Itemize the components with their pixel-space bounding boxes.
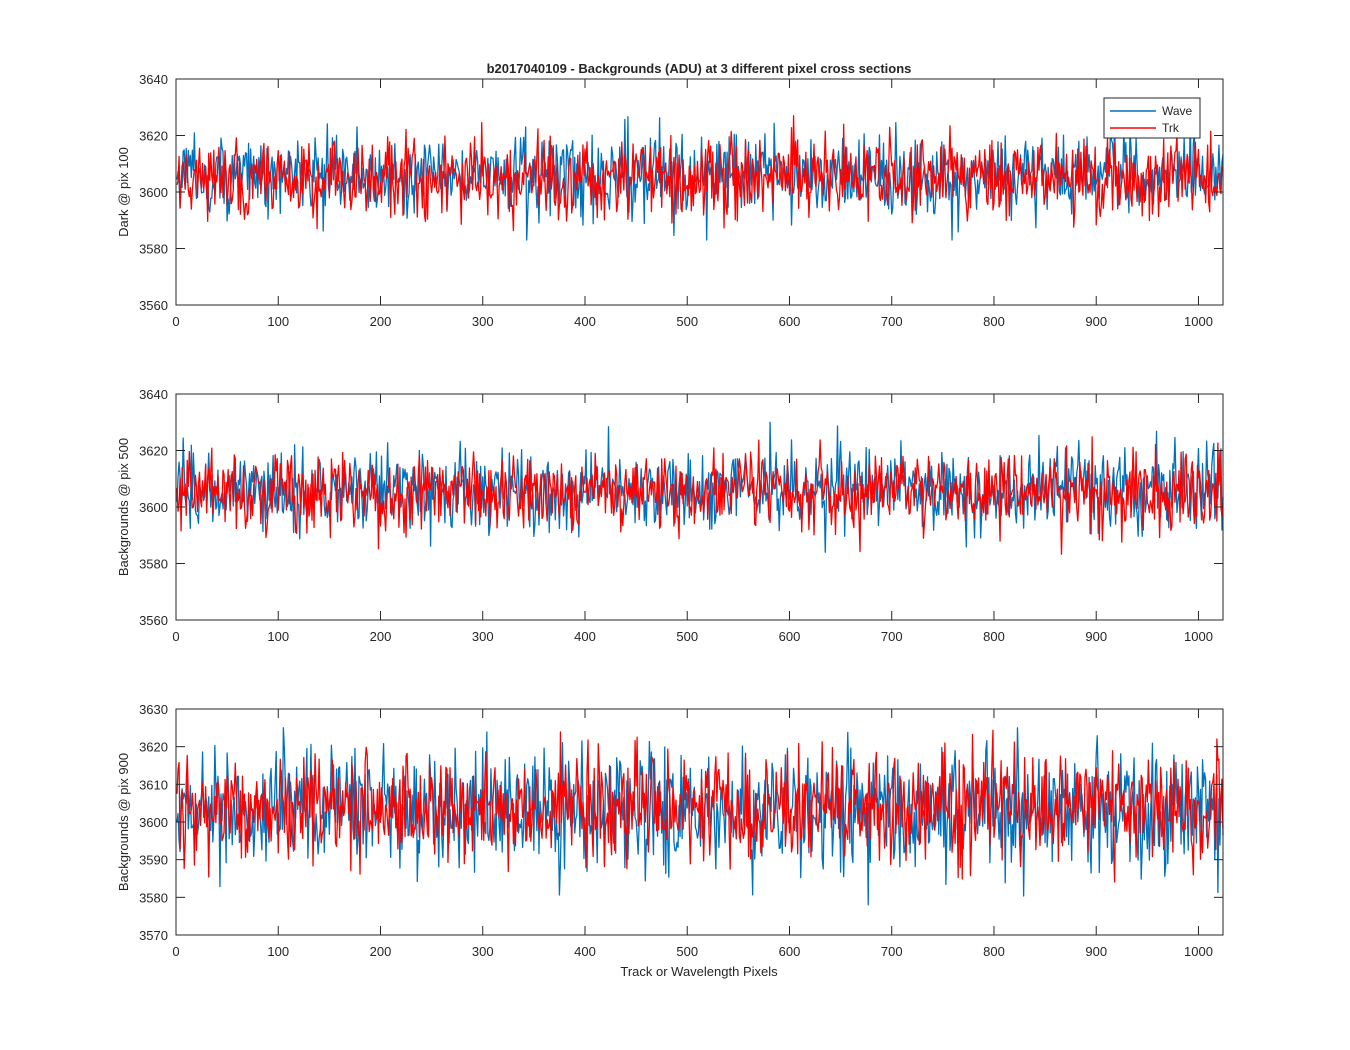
x-tick-label: 400	[574, 314, 596, 329]
x-tick-label: 800	[983, 629, 1005, 644]
y-tick-label: 3580	[139, 890, 168, 905]
x-axis-label: Track or Wavelength Pixels	[620, 964, 778, 979]
x-tick-label: 600	[779, 629, 801, 644]
x-tick-label: 300	[472, 314, 494, 329]
x-tick-label: 900	[1085, 629, 1107, 644]
x-tick-label: 100	[267, 629, 289, 644]
x-tick-label: 0	[172, 629, 179, 644]
x-tick-label: 0	[172, 944, 179, 959]
y-tick-label: 3630	[139, 702, 168, 717]
x-tick-label: 500	[676, 629, 698, 644]
y-tick-label: 3590	[139, 853, 168, 868]
subplot-3: 0 100 200 300 400 500 600 700 800 900 1000 3570 3580…	[116, 702, 1224, 959]
x-tick-label: 200	[370, 314, 392, 329]
y-tick-label: 3620	[139, 129, 168, 144]
y-tick-label: 3600	[139, 500, 168, 515]
x-tick-label: 500	[676, 314, 698, 329]
y-tick-label: 3640	[139, 72, 168, 87]
x-tick-label: 800	[983, 314, 1005, 329]
y-tick-label: 3560	[139, 613, 168, 628]
subplot-2: 0 100 200 300 400 500 600 700 800 900 1000 3560 3580…	[116, 387, 1224, 644]
legend-label-trk: Trk	[1162, 121, 1180, 135]
x-tick-label: 700	[881, 314, 903, 329]
series-line-trk	[176, 115, 1224, 232]
y-axis-label: Dark @ pix 100	[116, 147, 131, 237]
y-tick-label: 3580	[139, 242, 168, 257]
x-tick-label: 800	[983, 944, 1005, 959]
y-tick-label: 3570	[139, 928, 168, 943]
x-tick-label: 400	[574, 629, 596, 644]
y-tick-label: 3640	[139, 387, 168, 402]
x-tick-label: 100	[267, 314, 289, 329]
legend-box	[1103, 97, 1201, 139]
x-tick-label: 900	[1085, 944, 1107, 959]
x-tick-label: 1000	[1184, 314, 1213, 329]
y-tick-label: 3560	[139, 298, 168, 313]
y-tick-label: 3610	[139, 777, 168, 792]
y-tick-label: 3620	[139, 740, 168, 755]
x-tick-label: 100	[267, 944, 289, 959]
x-tick-label: 1000	[1184, 944, 1213, 959]
x-tick-label: 400	[574, 944, 596, 959]
x-tick-label: 0	[172, 314, 179, 329]
x-tick-label: 200	[370, 944, 392, 959]
y-tick-label: 3600	[139, 815, 168, 830]
legend: Wave Trk	[1103, 97, 1201, 139]
subplot-1: 0 100 200 300 400 500 600 700 800 900 1000 3560 3580…	[116, 72, 1224, 329]
y-axis-label: Backgrounds @ pix 500	[116, 438, 131, 576]
x-tick-label: 600	[779, 944, 801, 959]
legend-label-wave: Wave	[1162, 104, 1193, 118]
y-axis-label: Backgrounds @ pix 900	[116, 753, 131, 891]
x-tick-label: 700	[881, 629, 903, 644]
x-tick-label: 1000	[1184, 629, 1213, 644]
x-tick-label: 300	[472, 629, 494, 644]
x-tick-label: 600	[779, 314, 801, 329]
series-line-trk	[176, 729, 1224, 883]
x-tick-label: 300	[472, 944, 494, 959]
y-tick-label: 3580	[139, 557, 168, 572]
y-tick-label: 3620	[139, 444, 168, 459]
axes-root: 0 100 200 300 400 500 600 700 800 900 100035603580…	[116, 72, 1224, 959]
x-tick-label: 200	[370, 629, 392, 644]
x-tick-label: 900	[1085, 314, 1107, 329]
figure-title: b2017040109 - Backgrounds (ADU) at 3 dif…	[487, 61, 912, 76]
series-line-trk	[176, 436, 1224, 555]
x-tick-label: 500	[676, 944, 698, 959]
y-tick-label: 3600	[139, 185, 168, 200]
x-tick-label: 700	[881, 944, 903, 959]
